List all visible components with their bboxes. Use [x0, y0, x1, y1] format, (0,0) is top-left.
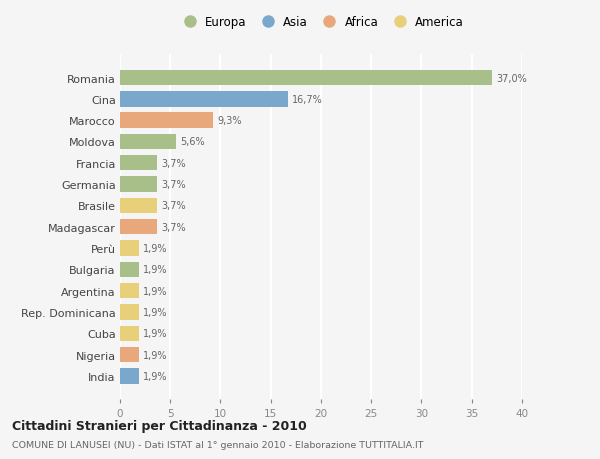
Text: 9,3%: 9,3%: [217, 116, 242, 126]
Bar: [120, 262, 139, 277]
Bar: [120, 241, 139, 256]
Text: 16,7%: 16,7%: [292, 95, 323, 105]
Text: 1,9%: 1,9%: [143, 286, 167, 296]
Legend: Europa, Asia, Africa, America: Europa, Asia, Africa, America: [178, 16, 464, 29]
Bar: [120, 326, 139, 341]
Text: 3,7%: 3,7%: [161, 179, 186, 190]
Bar: [120, 156, 157, 171]
Text: 1,9%: 1,9%: [143, 350, 167, 360]
Text: 37,0%: 37,0%: [496, 73, 527, 84]
Text: 1,9%: 1,9%: [143, 371, 167, 381]
Bar: [120, 369, 139, 384]
Bar: [120, 305, 139, 320]
Bar: [120, 347, 139, 363]
Bar: [120, 177, 157, 192]
Bar: [120, 71, 492, 86]
Text: 3,7%: 3,7%: [161, 201, 186, 211]
Bar: [120, 113, 214, 129]
Bar: [120, 92, 288, 107]
Text: 1,9%: 1,9%: [143, 329, 167, 338]
Text: Cittadini Stranieri per Cittadinanza - 2010: Cittadini Stranieri per Cittadinanza - 2…: [12, 419, 307, 432]
Text: 5,6%: 5,6%: [180, 137, 205, 147]
Text: 3,7%: 3,7%: [161, 222, 186, 232]
Bar: [120, 134, 176, 150]
Bar: [120, 219, 157, 235]
Text: 1,9%: 1,9%: [143, 265, 167, 275]
Bar: [120, 198, 157, 213]
Text: COMUNE DI LANUSEI (NU) - Dati ISTAT al 1° gennaio 2010 - Elaborazione TUTTITALIA: COMUNE DI LANUSEI (NU) - Dati ISTAT al 1…: [12, 441, 424, 449]
Bar: [120, 283, 139, 299]
Text: 1,9%: 1,9%: [143, 243, 167, 253]
Text: 1,9%: 1,9%: [143, 307, 167, 317]
Text: 3,7%: 3,7%: [161, 158, 186, 168]
